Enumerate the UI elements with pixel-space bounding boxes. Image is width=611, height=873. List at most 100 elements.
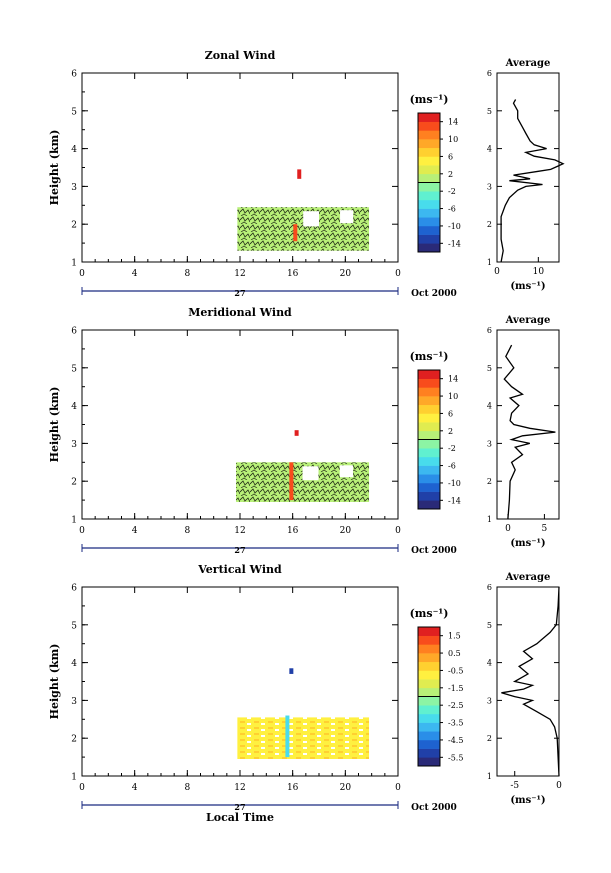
- data-gap: [340, 210, 354, 224]
- average-title: Average: [505, 315, 551, 326]
- average-y-tick-label: 6: [487, 326, 492, 335]
- y-tick-label: 5: [71, 364, 77, 374]
- average-profile-line: [503, 344, 556, 520]
- x-tick-label: 12: [234, 526, 245, 536]
- colorbar-swatch-6: [418, 705, 440, 715]
- colorbar-tick-label: 2: [448, 427, 453, 436]
- data-gap: [303, 211, 319, 227]
- colorbar-tick-label: -4.5: [448, 736, 463, 745]
- colorbar-swatch-0: [418, 500, 440, 510]
- panel-title: Vertical Wind: [197, 563, 282, 576]
- x-axis-label: Local Time: [206, 811, 274, 824]
- y-tick-label: 1: [71, 259, 77, 269]
- colorbar-swatch-2: [418, 225, 440, 235]
- date-month: Oct 2000: [411, 546, 457, 556]
- x-tick-label: 16: [287, 526, 299, 536]
- average-x-tick-label: -5: [510, 781, 519, 791]
- average-x-label: (ms⁻¹): [510, 538, 545, 549]
- colorbar-swatch-9: [418, 422, 440, 432]
- colorbar-swatch-11: [418, 661, 440, 671]
- average-y-tick-label: 3: [487, 439, 492, 448]
- colorbar-unit: (ms⁻¹): [410, 350, 449, 363]
- colorbar-tick-label: 1.5: [448, 632, 461, 641]
- x-tick-label: 20: [340, 269, 352, 279]
- colorbar-tick-label: -1.5: [448, 684, 463, 693]
- spike-0: [293, 224, 298, 242]
- x-tick-label: 12: [234, 269, 245, 279]
- colorbar-swatch-2: [418, 482, 440, 492]
- colorbar-tick-label: -10: [448, 222, 461, 231]
- x-tick-label: 4: [132, 526, 138, 536]
- colorbar-swatch-8: [418, 430, 440, 440]
- average-y-tick-label: 6: [487, 583, 492, 592]
- date-month: Oct 2000: [411, 289, 457, 299]
- colorbar-tick-label: -2: [448, 187, 456, 196]
- colorbar-swatch-5: [418, 456, 440, 466]
- data-gap: [302, 466, 319, 481]
- colorbar-swatch-11: [418, 147, 440, 157]
- colorbar-swatch-6: [418, 448, 440, 458]
- spike-0: [289, 462, 294, 501]
- x-tick-label: 8: [184, 783, 190, 793]
- average-x-tick-label: 10: [533, 267, 545, 277]
- colorbar-tick-label: -2.5: [448, 701, 463, 710]
- colorbar-swatch-1: [418, 491, 440, 501]
- colorbar-tick-label: -6: [448, 205, 456, 214]
- average-x-label: (ms⁻¹): [510, 795, 545, 806]
- y-tick-label: 4: [71, 145, 77, 155]
- colorbar-swatch-10: [418, 413, 440, 423]
- colorbar-swatch-5: [418, 713, 440, 723]
- average-frame: [496, 72, 560, 263]
- colorbar-tick-label: -2: [448, 444, 456, 453]
- x-tick-label: 16: [287, 783, 299, 793]
- x-tick-label: 8: [184, 526, 190, 536]
- colorbar-swatch-1: [418, 748, 440, 758]
- colorbar-swatch-9: [418, 679, 440, 689]
- colorbar-swatch-3: [418, 217, 440, 227]
- x-tick-label: 12: [234, 783, 245, 793]
- y-tick-label: 6: [71, 70, 77, 80]
- average-x-tick-label: 0: [556, 781, 562, 791]
- x-tick-label: 4: [132, 269, 138, 279]
- average-profile-line: [501, 586, 560, 777]
- colorbar-tick-label: -5.5: [448, 753, 463, 762]
- y-tick-label: 6: [71, 584, 77, 594]
- colorbar-swatch-4: [418, 208, 440, 218]
- spike-1: [289, 668, 294, 674]
- x-tick-label: 0: [79, 269, 85, 279]
- average-x-tick-label: 5: [542, 524, 548, 534]
- average-y-tick-label: 1: [487, 515, 492, 524]
- colorbar-tick-label: 6: [448, 409, 453, 418]
- colorbar-swatch-10: [418, 670, 440, 680]
- spike-1: [294, 430, 299, 436]
- colorbar-swatch-11: [418, 404, 440, 414]
- average-y-tick-label: 1: [487, 772, 492, 781]
- colorbar-swatch-7: [418, 182, 440, 192]
- colorbar-tick-label: -14: [448, 496, 461, 505]
- average-y-tick-label: 6: [487, 69, 492, 78]
- average-y-tick-label: 5: [487, 107, 492, 116]
- colorbar-swatch-7: [418, 696, 440, 706]
- average-y-tick-label: 3: [487, 182, 492, 191]
- y-tick-label: 2: [71, 735, 77, 745]
- y-tick-label: 6: [71, 327, 77, 337]
- panel-title: Zonal Wind: [205, 49, 276, 62]
- colorbar-swatch-7: [418, 439, 440, 449]
- average-y-tick-label: 4: [487, 659, 492, 668]
- colorbar-tick-label: 6: [448, 152, 453, 161]
- colorbar-tick-label: 14: [448, 375, 458, 384]
- colorbar-unit: (ms⁻¹): [410, 607, 449, 620]
- average-y-tick-label: 2: [487, 220, 492, 229]
- colorbar-swatch-15: [418, 370, 440, 379]
- colorbar-tick-label: -6: [448, 462, 456, 471]
- x-tick-label: 0: [79, 526, 85, 536]
- y-tick-label: 1: [71, 516, 77, 526]
- average-x-tick-label: 0: [494, 267, 500, 277]
- data-gap: [339, 465, 354, 478]
- colorbar-swatch-10: [418, 156, 440, 166]
- x-tick-label: 0: [79, 783, 85, 793]
- average-frame: [496, 586, 560, 777]
- y-tick-label: 3: [71, 440, 77, 450]
